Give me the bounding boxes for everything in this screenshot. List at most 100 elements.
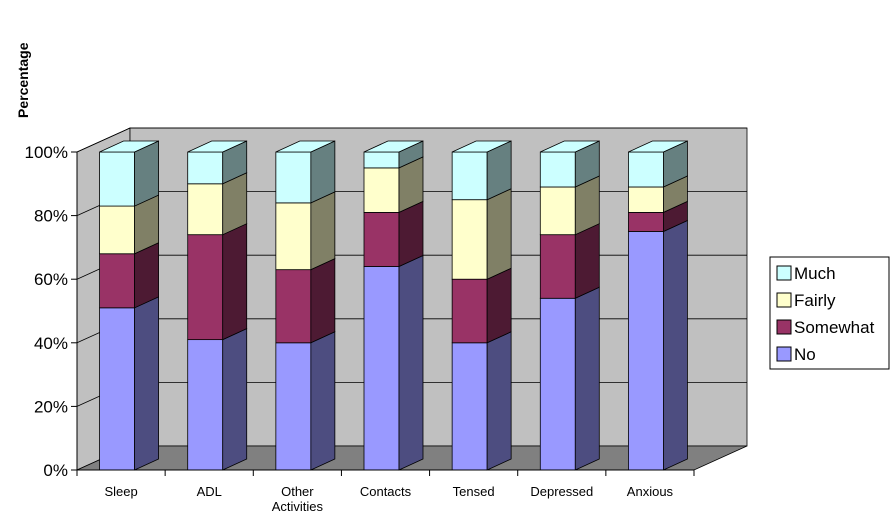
bar-segment-somewhat: [187, 223, 248, 341]
x-category-label: Contacts: [360, 484, 412, 499]
bar-front: [451, 199, 488, 280]
bar-side: [310, 191, 336, 271]
y-tick-label: 20%: [34, 397, 68, 416]
bar-front: [187, 234, 224, 341]
bar-top: [540, 140, 600, 153]
bar-side: [663, 219, 688, 471]
bar-side: [574, 223, 600, 299]
bar-segment-no: [187, 327, 248, 471]
bar-front: [363, 167, 400, 213]
bar-front: [628, 212, 664, 232]
bar-stack: [539, 140, 600, 471]
x-category-label: Sleep: [104, 484, 137, 499]
bar-stacks: [99, 140, 688, 471]
bar-side: [134, 296, 159, 471]
bar-front: [99, 151, 135, 207]
bar-top: [451, 140, 512, 153]
bar-front: [539, 186, 576, 236]
y-tick-label: 40%: [34, 334, 68, 353]
legend-swatch: [776, 265, 792, 281]
y-tick-label: 100%: [25, 143, 68, 162]
bar-front: [451, 278, 488, 344]
bar-side: [398, 254, 424, 471]
bar-segment-much: [451, 140, 512, 201]
bar-front: [275, 151, 312, 204]
bar-segment-fairly: [539, 175, 600, 236]
bar-front: [363, 266, 400, 471]
y-tick-label: 60%: [34, 270, 68, 289]
bar-front: [451, 151, 488, 201]
bar-front: [628, 186, 664, 213]
bar-segment-fairly: [451, 188, 512, 280]
bar-segment-no: [99, 296, 159, 471]
bar-stack: [451, 140, 512, 471]
bar-front: [275, 202, 312, 271]
bar-front: [628, 231, 664, 471]
bar-top: [187, 140, 247, 153]
bar-segment-somewhat: [363, 200, 424, 268]
legend-swatch: [776, 292, 792, 308]
bar-front: [363, 212, 400, 267]
legend-label: Somewhat: [794, 318, 875, 337]
bar-segment-much: [539, 140, 600, 188]
bar-side: [486, 267, 512, 344]
bar-front: [275, 342, 312, 471]
bar-side: [486, 331, 512, 471]
bar-front: [187, 339, 224, 471]
legend-item: Somewhat: [776, 318, 875, 337]
bar-front: [187, 183, 224, 236]
bar-stack: [275, 140, 336, 471]
bar-segment-somewhat: [539, 223, 600, 299]
bar-segment-no: [275, 331, 336, 471]
bar-stack: [99, 140, 159, 471]
x-category-label: ADL: [197, 484, 222, 499]
bar-stack: [187, 140, 248, 471]
bar-front: [539, 297, 576, 471]
bar-segment-much: [99, 140, 159, 207]
gridline-side: [76, 127, 131, 153]
bar-segment-fairly: [187, 172, 248, 236]
x-category-label: Other Activities: [272, 484, 324, 513]
bar-side: [222, 223, 248, 341]
bar-side: [310, 331, 336, 471]
legend-item: Much: [776, 264, 836, 283]
bar-segment-fairly: [363, 156, 424, 214]
x-category-label: Depressed: [530, 484, 593, 499]
bar-top: [628, 140, 688, 153]
bar-segment-somewhat: [99, 242, 159, 309]
legend-label: No: [794, 345, 816, 364]
bar-front: [99, 253, 135, 309]
legend-item: No: [776, 345, 816, 364]
legend-swatch: [776, 319, 792, 335]
x-category-label: Anxious: [627, 484, 674, 499]
bar-front: [187, 151, 224, 185]
bar-top: [99, 140, 159, 153]
bar-segment-fairly: [628, 175, 688, 214]
legend-swatch: [776, 346, 792, 362]
bar-side: [310, 258, 336, 344]
bar-segment-fairly: [275, 191, 336, 271]
bar-side: [222, 327, 248, 471]
bar-segment-much: [275, 140, 336, 204]
bar-segment-no: [539, 286, 600, 471]
bar-segment-no: [451, 331, 512, 471]
bar-front: [539, 151, 576, 188]
bar-segment-somewhat: [628, 200, 688, 233]
bar-stack: [363, 140, 424, 471]
y-tick-labels: 0% 20% 40% 60% 80% 100%: [25, 143, 68, 480]
x-category-labels: Sleep ADL Other Activities Contacts Tensed Dep…: [104, 484, 673, 513]
legend-item: Fairly: [776, 291, 836, 310]
y-tick-label: 80%: [34, 207, 68, 226]
axes: [71, 151, 695, 476]
bar-stack: [628, 140, 688, 471]
bar-segment-somewhat: [275, 258, 336, 344]
bar-segment-somewhat: [451, 267, 512, 344]
y-axis-label: Percentage: [15, 42, 31, 118]
bar-top: [275, 140, 336, 153]
y-tick-label: 0%: [43, 461, 68, 480]
x-category-label: Tensed: [453, 484, 495, 499]
bar-front: [99, 307, 135, 471]
bar-front: [451, 342, 488, 471]
bar-segment-fairly: [99, 194, 159, 255]
